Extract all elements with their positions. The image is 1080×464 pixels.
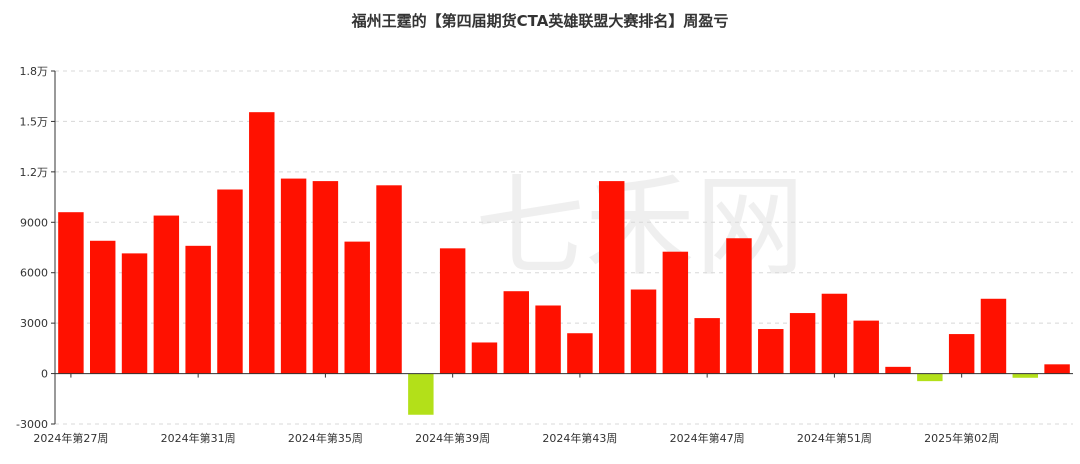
y-tick-label: 1.8万 — [20, 65, 49, 78]
bar[interactable] — [471, 342, 498, 374]
bar[interactable] — [503, 291, 530, 374]
bar[interactable] — [1012, 373, 1039, 378]
bar[interactable] — [630, 289, 657, 374]
bar-series — [58, 112, 1070, 415]
bar[interactable] — [694, 318, 720, 374]
bar[interactable] — [821, 293, 848, 374]
x-tick-label: 2024年第27周 — [33, 431, 108, 445]
bar[interactable] — [344, 241, 370, 374]
bar[interactable] — [662, 251, 689, 374]
y-tick-label: 3000 — [20, 317, 48, 330]
bar[interactable] — [312, 181, 339, 374]
bar[interactable] — [217, 189, 243, 374]
axes — [51, 70, 1073, 425]
bar[interactable] — [185, 245, 211, 374]
bar[interactable] — [535, 305, 561, 374]
bar[interactable] — [726, 238, 752, 374]
chart-title: 福州王霆的【第四届期货CTA英雄联盟大赛排名】周盈亏 — [351, 12, 729, 30]
x-tick-label: 2024年第31周 — [161, 431, 236, 445]
x-tick-label: 2024年第35周 — [288, 431, 363, 445]
x-tick-label: 2024年第43周 — [542, 431, 617, 445]
x-tick-label: 2024年第51周 — [797, 431, 872, 445]
x-tick-label: 2025年第02周 — [924, 431, 999, 445]
watermark-text: 七禾网 — [475, 163, 805, 291]
bar[interactable] — [280, 178, 307, 374]
bar[interactable] — [758, 329, 784, 374]
bar[interactable] — [121, 253, 148, 374]
y-tick-label: 6000 — [20, 267, 48, 280]
bar[interactable] — [980, 298, 1007, 374]
bar[interactable] — [948, 334, 975, 374]
bar[interactable] — [789, 313, 816, 374]
watermark-logo: 七禾网 — [475, 163, 805, 291]
bar[interactable] — [598, 181, 625, 374]
bar[interactable] — [376, 185, 402, 374]
bar[interactable] — [89, 240, 116, 374]
bar[interactable] — [917, 373, 943, 382]
y-tick-label: 1.2万 — [20, 166, 49, 179]
bar[interactable] — [1044, 364, 1070, 374]
bar[interactable] — [567, 333, 593, 374]
y-tick-label: 9000 — [20, 216, 48, 229]
x-tick-label: 2024年第47周 — [670, 431, 745, 445]
bar[interactable] — [153, 215, 180, 374]
bar[interactable] — [249, 112, 275, 374]
y-tick-label: 0 — [41, 368, 48, 381]
y-tick-label: 1.5万 — [20, 115, 49, 128]
y-tick-label: -3000 — [16, 418, 48, 431]
bar[interactable] — [58, 212, 84, 374]
bar[interactable] — [408, 373, 434, 415]
x-tick-label: 2024年第39周 — [415, 431, 490, 445]
bar[interactable] — [853, 320, 879, 374]
bar[interactable] — [885, 366, 911, 374]
bar[interactable] — [439, 248, 466, 374]
